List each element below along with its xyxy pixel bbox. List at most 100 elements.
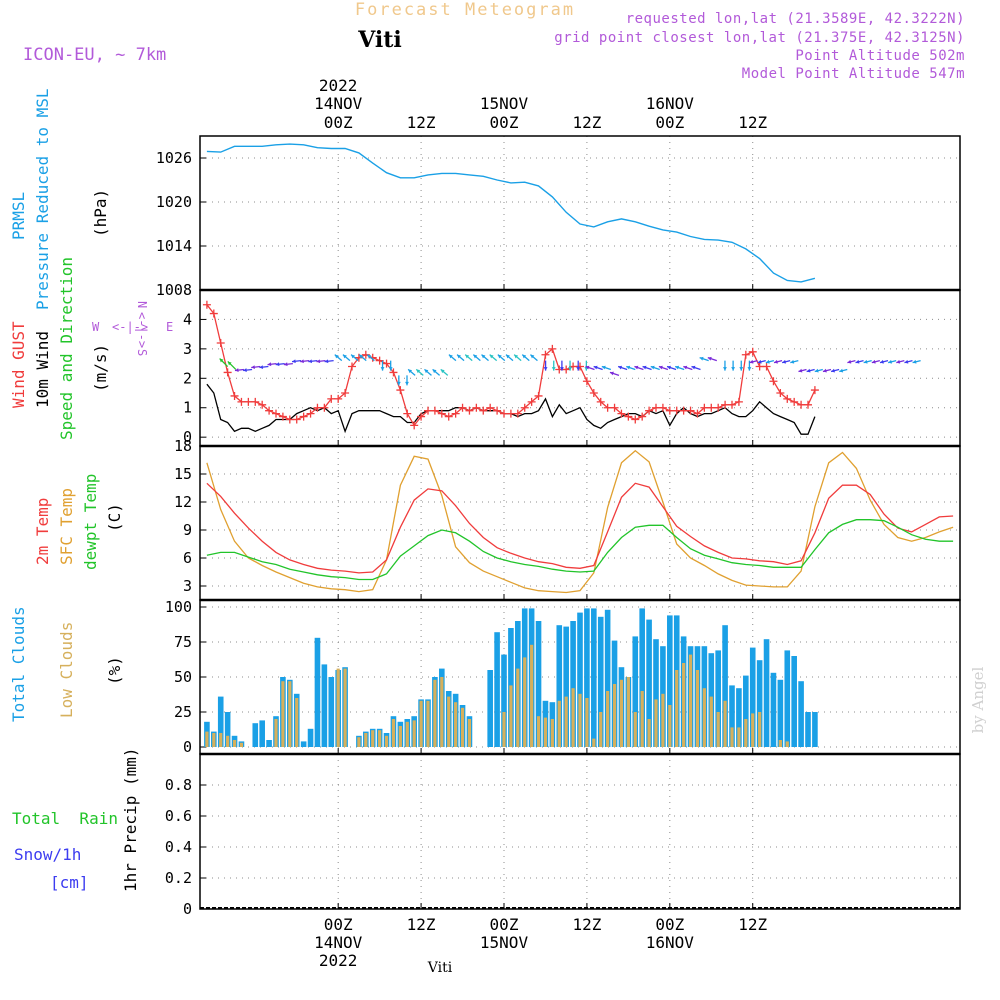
requested-coords: requested lon,lat (21.3589E, 42.3222N)	[626, 11, 965, 27]
wind-arrow-head	[316, 359, 321, 364]
total-clouds-bar	[763, 639, 770, 747]
wind-gust-marker	[596, 397, 605, 406]
wind-gust-marker	[430, 406, 439, 415]
low-clouds-bar	[343, 668, 347, 747]
wind-gust-marker	[776, 389, 785, 398]
total-clouds-bar	[743, 675, 749, 747]
total-rain-label: Total Rain	[12, 809, 118, 828]
wind-gust-marker	[728, 400, 736, 409]
clouds-y-tick-label: 50	[174, 668, 192, 686]
low-clouds-bar	[730, 727, 734, 747]
wind-gust-marker	[693, 409, 702, 418]
total-clouds-bar	[563, 626, 569, 747]
low-clouds-bar	[737, 727, 741, 747]
total-clouds-bar	[570, 621, 576, 747]
wind-gust-marker	[617, 409, 626, 418]
wind-arrow-head	[880, 359, 884, 364]
total-clouds-bar	[639, 608, 645, 747]
cloud-labels: Total Clouds Low Clouds (%)	[9, 606, 124, 722]
wind-gust-marker	[672, 406, 681, 415]
total-clouds-bar	[756, 660, 763, 747]
wind-arrow-head	[626, 365, 631, 370]
wind-gust-marker	[278, 412, 287, 421]
wind-gust-marker	[444, 412, 453, 421]
wind-arrow-head	[522, 354, 527, 359]
wind-gust-marker	[437, 409, 446, 418]
panels: 1008101410201026012343691215180255075100…	[156, 135, 961, 918]
total-clouds-bar	[770, 672, 777, 747]
low-clouds-bar	[212, 733, 216, 747]
low-clouds-bar	[371, 730, 375, 747]
low-clouds-bar	[654, 699, 658, 747]
low-clouds-bar	[426, 700, 430, 747]
pressure-y-tick-label: 1026	[156, 149, 192, 167]
wind-arrow-head	[283, 362, 288, 367]
total-clouds-bar	[667, 615, 673, 747]
low-clouds-bar	[675, 670, 679, 747]
low-clouds-bar	[758, 712, 762, 747]
wind-gust-marker	[285, 415, 294, 424]
temp-panel: 3 6 9 12 15 18	[174, 437, 961, 601]
wind-arrow-head	[351, 354, 355, 359]
wind-arrow-head	[774, 359, 778, 364]
wind-gust-marker	[209, 309, 218, 318]
low-clouds-bar	[785, 741, 789, 747]
temp-unit: (C)	[105, 503, 124, 532]
wind-gust-marker	[230, 391, 239, 400]
wind-arrow-head	[731, 367, 736, 371]
wind-gust-marker	[603, 403, 612, 412]
wind-gust-marker	[424, 406, 432, 415]
low-clouds-bar	[716, 712, 720, 747]
wind-gust-marker	[389, 368, 398, 377]
wind-arrow-head	[530, 354, 535, 359]
wind-gust-marker	[520, 403, 529, 412]
low-clouds-bar	[405, 721, 409, 747]
wind-gust-marker	[313, 403, 322, 412]
wind-arrow-head	[251, 365, 255, 370]
top-day-label: 14NOV	[314, 94, 363, 113]
total-clouds-bar	[604, 609, 611, 747]
wind-gust-marker	[576, 362, 584, 371]
wind-arrow-head	[267, 362, 272, 367]
wind-gust-marker	[548, 344, 557, 353]
total-clouds-bar	[217, 696, 224, 747]
low-clouds-bar	[612, 684, 617, 747]
wind-gust-marker	[700, 403, 709, 412]
low-clouds-bar	[571, 688, 575, 747]
total-clouds-bar	[597, 616, 604, 747]
wind-gust-marker	[589, 389, 598, 398]
low-clouds-bar	[467, 719, 472, 747]
low-clouds-bar	[751, 713, 755, 747]
bottom-day-label: 15NOV	[480, 933, 529, 952]
wind-panel: 0 1 2 3 4	[183, 289, 961, 447]
model-label: ICON-EU, ~ 7km	[23, 45, 166, 65]
low-clouds-bar	[502, 712, 506, 747]
wind-gust-marker	[506, 409, 515, 418]
top-time-label: 00Z	[655, 113, 684, 132]
wind-arrow-head	[432, 369, 437, 374]
precip-unit: 1hr Precip (mm)	[121, 748, 140, 893]
low-clouds-bar	[682, 663, 686, 747]
clouds-y-tick-label: 25	[174, 703, 192, 721]
wind-gust-marker	[216, 338, 225, 347]
temp-y-tick-label: 6	[183, 549, 192, 567]
bottom-time-label: 00Z	[324, 915, 353, 934]
temp-y-tick-label: 18	[174, 437, 192, 455]
wind-arrow-head	[855, 359, 860, 364]
wind-gust-marker	[237, 397, 246, 406]
low-clouds-bar	[592, 738, 596, 747]
wind-gust-marker	[202, 300, 211, 309]
wind-gust-marker	[251, 397, 260, 406]
total-clouds-bar	[556, 625, 563, 747]
wind-arrow-head	[440, 369, 445, 374]
wind-gust-marker	[417, 412, 426, 421]
wind-arrow-head	[912, 359, 917, 364]
wind-gust-marker	[410, 421, 419, 430]
low-clouds-bar	[702, 688, 706, 747]
low-clouds-label: Low Clouds	[57, 622, 76, 718]
low-clouds-bar	[695, 670, 700, 747]
snow-label: Snow/1h	[14, 845, 81, 864]
wind-gust-marker	[665, 406, 674, 415]
wind-gust-marker	[790, 397, 799, 406]
pressure-label-msl: Pressure Reduced to MSL	[33, 88, 52, 310]
